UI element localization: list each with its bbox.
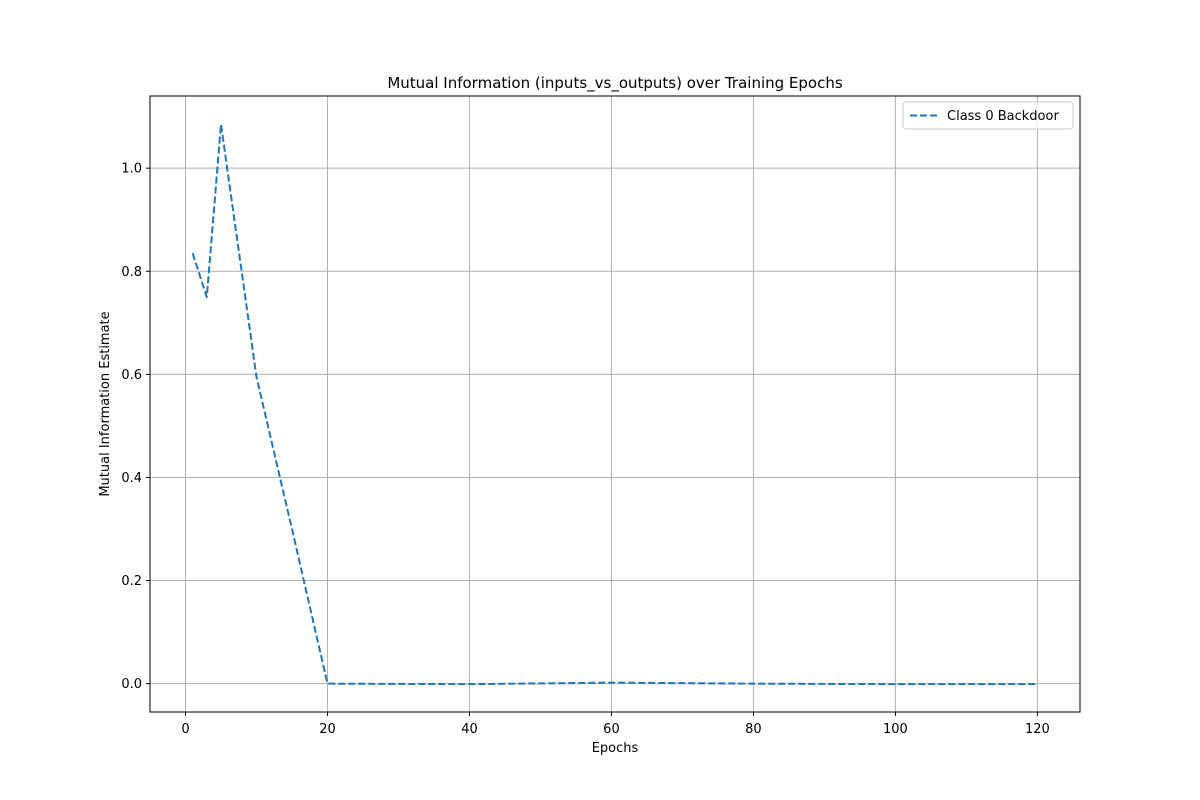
y-tick-label: 1.0 [121, 162, 142, 177]
legend: Class 0 Backdoor [902, 101, 1074, 130]
legend-label: Class 0 Backdoor [947, 109, 1059, 124]
grid-lines [150, 96, 1080, 712]
legend-box [902, 101, 1074, 130]
series-layer [191, 123, 1038, 686]
y-tick-label: 0.8 [121, 265, 142, 280]
y-tick-label: 0.6 [121, 368, 142, 383]
series-line-class-0-backdoor [191, 123, 1038, 686]
x-tick-label: 100 [883, 722, 908, 737]
x-tick-label: 60 [603, 722, 620, 737]
x-tick-label: 80 [745, 722, 762, 737]
y-tick-label: 0.2 [121, 574, 142, 589]
axis-ticks: 0 20 40 60 80 100 120 0.0 0.2 0.4 0.6 0.8 1.0 [121, 162, 1050, 737]
y-tick-label: 0.0 [121, 677, 142, 692]
y-tick-label: 0.4 [121, 471, 142, 486]
x-tick-label: 20 [319, 722, 336, 737]
y-axis-label: Mutual Information Estimate [98, 311, 113, 496]
x-tick-label: 0 [181, 722, 189, 737]
plot-area-frame [149, 95, 1081, 713]
x-axis-label: Epochs [592, 741, 639, 756]
x-tick-label: 40 [461, 722, 478, 737]
x-tick-label: 120 [1025, 722, 1050, 737]
chart-title: Mutual Information (inputs_vs_outputs) o… [387, 74, 843, 93]
